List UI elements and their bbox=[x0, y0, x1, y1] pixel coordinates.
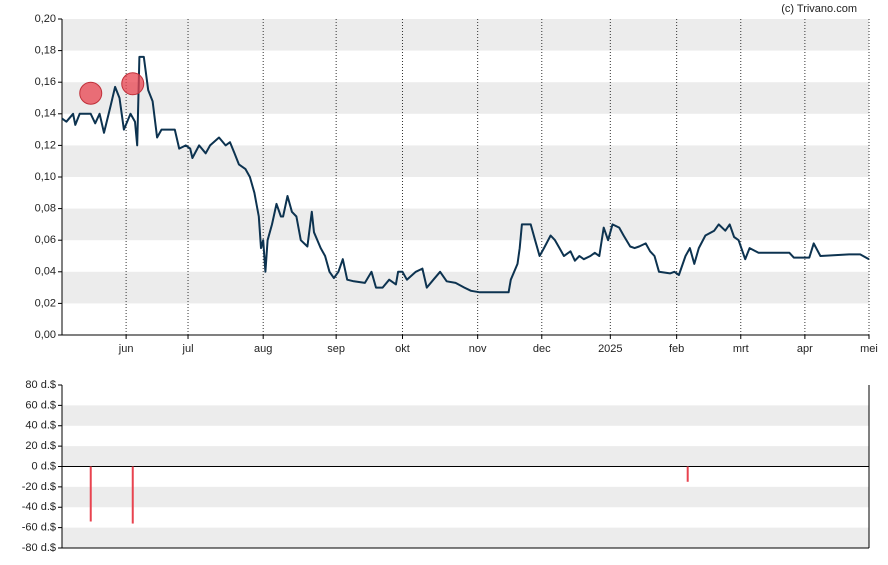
price-line bbox=[61, 55, 870, 294]
y-tick-label: -80 d.$ bbox=[22, 542, 56, 554]
event-marker bbox=[121, 72, 145, 96]
x-tick-label: aug bbox=[254, 343, 272, 355]
event-marker bbox=[79, 81, 103, 105]
y-tick-label: 0,14 bbox=[35, 108, 56, 120]
grid-band bbox=[62, 486, 869, 508]
y-tick-label: -60 d.$ bbox=[22, 522, 56, 534]
y-tick-label: 0,04 bbox=[35, 266, 56, 278]
grid-band bbox=[62, 208, 869, 241]
grid-band bbox=[62, 405, 869, 426]
y-tick-label: 0,10 bbox=[35, 171, 56, 183]
y-tick-label: 60 d.$ bbox=[25, 399, 56, 411]
y-tick-label: 0,08 bbox=[35, 203, 56, 215]
grid-band bbox=[62, 82, 869, 114]
credit: (c) Trivano.com bbox=[781, 3, 857, 15]
x-tick-label: dec bbox=[533, 343, 551, 355]
grid-band bbox=[62, 527, 869, 548]
y-tick-label: 0,02 bbox=[35, 297, 56, 309]
x-tick-label: jul bbox=[182, 343, 194, 355]
y-tick-label: 0,06 bbox=[35, 234, 56, 246]
y-tick-label: 40 d.$ bbox=[25, 420, 56, 432]
grid-band bbox=[62, 446, 869, 467]
grid-band bbox=[62, 145, 869, 177]
y-tick-label: 0 d.$ bbox=[32, 460, 56, 472]
x-tick-label: feb bbox=[669, 343, 684, 355]
y-tick-label: 20 d.$ bbox=[25, 440, 56, 452]
x-tick-label: okt bbox=[395, 343, 410, 355]
x-tick-label: mrt bbox=[733, 343, 749, 355]
x-tick-label: apr bbox=[797, 343, 813, 355]
x-tick-label: jun bbox=[118, 343, 134, 355]
y-tick-label: -40 d.$ bbox=[22, 501, 56, 513]
y-tick-label: 0,16 bbox=[35, 76, 56, 88]
x-tick-label: 2025 bbox=[598, 343, 622, 355]
y-tick-label: 80 d.$ bbox=[25, 379, 56, 391]
y-tick-label: 0,20 bbox=[35, 13, 56, 25]
y-tick-label: 0,12 bbox=[35, 139, 56, 151]
x-tick-label: mei bbox=[860, 343, 878, 355]
y-tick-label: 0,18 bbox=[35, 45, 56, 57]
y-tick-label: -20 d.$ bbox=[22, 481, 56, 493]
y-tick-label: 0,00 bbox=[35, 329, 56, 341]
x-tick-label: nov bbox=[469, 343, 487, 355]
grid-band bbox=[62, 19, 869, 51]
x-tick-label: sep bbox=[327, 343, 345, 355]
